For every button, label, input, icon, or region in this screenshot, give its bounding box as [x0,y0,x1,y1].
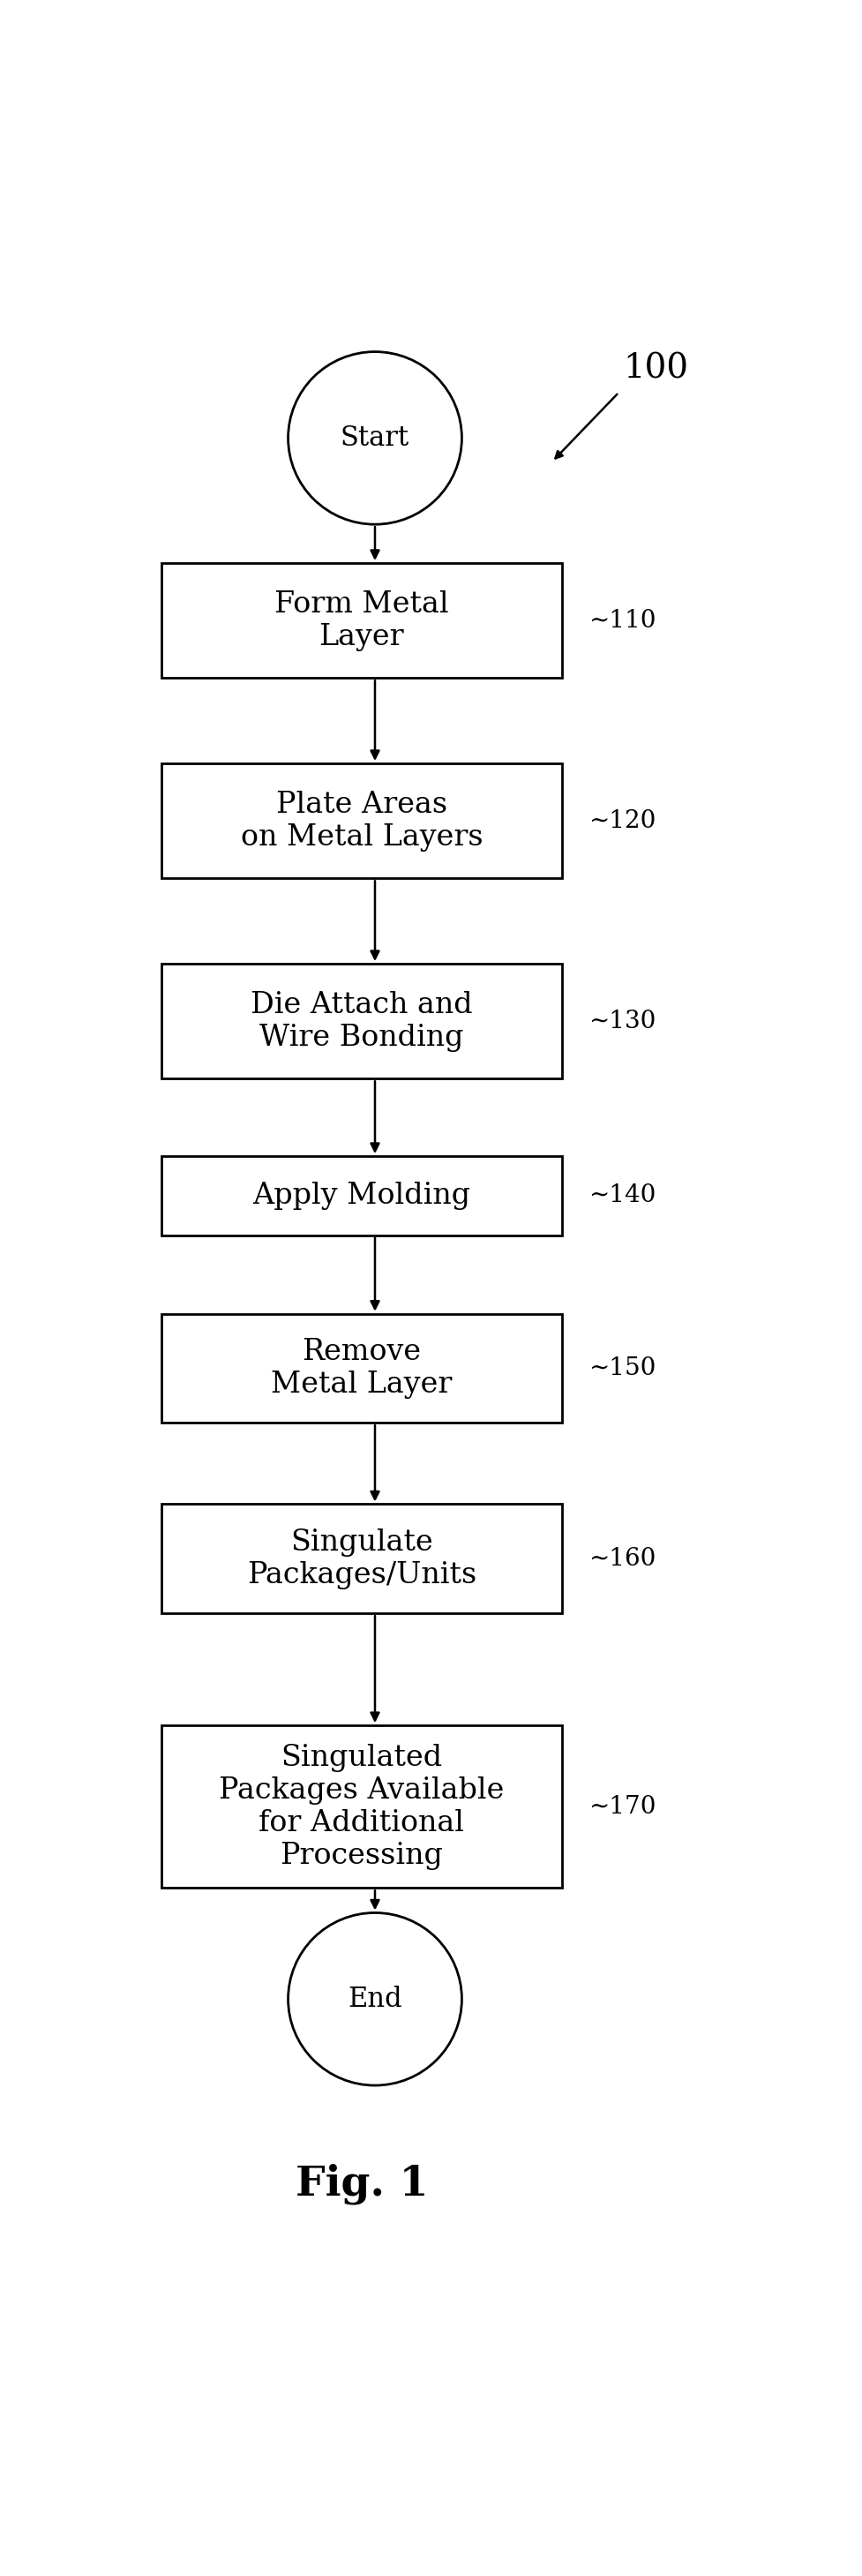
Text: ∼130: ∼130 [589,1010,656,1033]
Text: ∼170: ∼170 [589,1795,656,1819]
Ellipse shape [288,353,462,526]
Text: Singulated
Packages Available
for Additional
Processing: Singulated Packages Available for Additi… [219,1744,504,1870]
Text: 100: 100 [623,353,688,384]
Text: ∼140: ∼140 [589,1185,656,1208]
Text: Fig. 1: Fig. 1 [295,2164,428,2205]
Bar [161,1157,562,1236]
Bar [161,1726,562,1888]
Text: Singulate
Packages/Units: Singulate Packages/Units [247,1528,477,1589]
Text: ∼120: ∼120 [589,809,656,832]
Bar [161,963,562,1079]
Text: ∼150: ∼150 [589,1358,656,1381]
Bar [161,564,562,677]
Text: ∼160: ∼160 [589,1546,656,1571]
Text: Die Attach and
Wire Bonding: Die Attach and Wire Bonding [251,992,472,1051]
Text: Form Metal
Layer: Form Metal Layer [274,590,449,652]
Bar [161,762,562,878]
Ellipse shape [288,1914,462,2087]
Text: ∼110: ∼110 [589,608,656,634]
Text: End: End [347,1986,403,2012]
Text: Apply Molding: Apply Molding [253,1182,471,1211]
Bar [161,1504,562,1613]
Text: Plate Areas
on Metal Layers: Plate Areas on Metal Layers [240,791,483,850]
Text: Remove
Metal Layer: Remove Metal Layer [271,1337,453,1399]
Bar [161,1314,562,1422]
Text: Start: Start [340,425,409,451]
